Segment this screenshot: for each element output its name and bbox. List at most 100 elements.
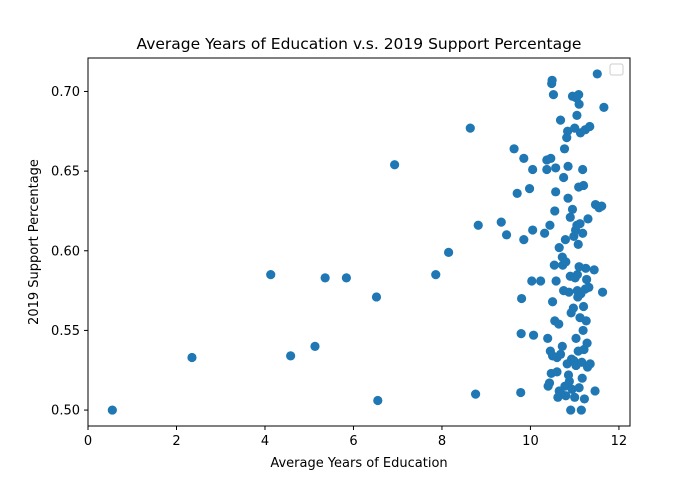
data-point: [557, 341, 567, 351]
y-axis: 0.50 0.55 0.60 0.65 0.70: [51, 85, 88, 419]
data-point: [573, 239, 583, 249]
data-point: [187, 352, 197, 363]
x-tick-label: 4: [261, 434, 269, 449]
data-point: [470, 389, 481, 399]
data-point: [578, 164, 588, 175]
data-point: [465, 123, 475, 133]
data-point: [473, 220, 483, 230]
data-point: [390, 160, 400, 170]
data-point: [286, 351, 296, 361]
data-point: [524, 184, 535, 194]
data-point: [561, 391, 571, 401]
data-point: [568, 303, 578, 313]
data-point: [501, 230, 512, 240]
y-tick-label: 0.55: [51, 324, 80, 339]
data-point: [578, 228, 588, 238]
data-point: [577, 373, 587, 383]
data-point: [567, 384, 577, 394]
y-tick-label: 0.60: [51, 244, 80, 259]
y-axis-label: 2019 Support Percentage: [27, 159, 42, 325]
x-tick-label: 10: [522, 434, 539, 449]
plot-frame: [87, 57, 631, 427]
data-point: [564, 376, 574, 386]
data-point: [578, 180, 589, 191]
data-point: [597, 287, 608, 297]
data-point: [584, 282, 594, 292]
y-tick-label: 0.50: [51, 404, 80, 419]
data-point: [107, 405, 117, 415]
data-point: [549, 260, 559, 270]
data-point: [371, 292, 382, 302]
data-point: [516, 329, 526, 339]
data-point: [528, 164, 538, 175]
data-point: [554, 242, 564, 253]
data-point: [572, 270, 582, 280]
data-point: [547, 297, 558, 307]
data-point: [582, 274, 592, 285]
data-point: [551, 163, 561, 173]
data-point: [566, 405, 576, 415]
data-point: [581, 263, 591, 273]
data-point: [519, 153, 529, 163]
data-point: [561, 257, 571, 267]
data-point: [592, 69, 602, 79]
x-tick-label: 0: [84, 434, 92, 449]
data-point: [431, 270, 441, 280]
data-point: [550, 206, 560, 216]
data-point: [572, 110, 582, 120]
data-point: [574, 90, 584, 100]
data-point: [528, 225, 538, 235]
data-point: [597, 201, 607, 211]
data-point: [516, 387, 526, 398]
data-point: [555, 115, 566, 125]
data-point: [574, 383, 584, 393]
data-point: [554, 319, 564, 329]
data-point: [575, 219, 585, 229]
y-tick-label: 0.65: [51, 165, 80, 180]
data-point: [551, 187, 561, 197]
data-point: [560, 235, 571, 245]
data-point: [578, 301, 589, 312]
data-point: [527, 276, 537, 286]
data-point: [582, 338, 592, 348]
data-point: [536, 276, 546, 286]
data-point: [551, 276, 561, 286]
data-point: [585, 121, 595, 132]
x-tick-label: 2: [172, 434, 180, 449]
data-point: [564, 287, 574, 297]
x-tick-label: 8: [438, 434, 446, 449]
x-tick-label: 6: [349, 434, 357, 449]
data-point: [574, 99, 584, 109]
data-point: [544, 378, 555, 388]
data-point: [585, 359, 595, 369]
data-point: [545, 220, 555, 230]
legend-box: [609, 63, 624, 76]
data-point: [565, 212, 575, 222]
data-point: [266, 270, 276, 280]
x-tick-label: 12: [611, 434, 628, 449]
scatter-points: [107, 69, 609, 415]
data-point: [581, 316, 591, 326]
data-point: [496, 217, 506, 227]
data-point: [559, 144, 570, 154]
data-point: [599, 102, 609, 112]
data-point: [563, 126, 573, 136]
data-point: [373, 395, 383, 406]
data-point: [571, 333, 581, 343]
data-point: [563, 161, 573, 171]
x-axis: 0 2 4 6 8 10 12: [84, 426, 627, 449]
data-point: [517, 293, 527, 304]
data-point: [509, 144, 519, 154]
data-point: [542, 164, 552, 175]
data-point: [540, 228, 550, 238]
data-point: [583, 214, 593, 224]
data-point: [444, 247, 454, 257]
data-point: [547, 75, 557, 85]
data-point: [578, 325, 588, 336]
data-point: [548, 90, 559, 100]
data-point: [320, 273, 330, 283]
data-point: [546, 153, 556, 163]
data-point: [589, 265, 599, 275]
data-point: [576, 405, 586, 415]
